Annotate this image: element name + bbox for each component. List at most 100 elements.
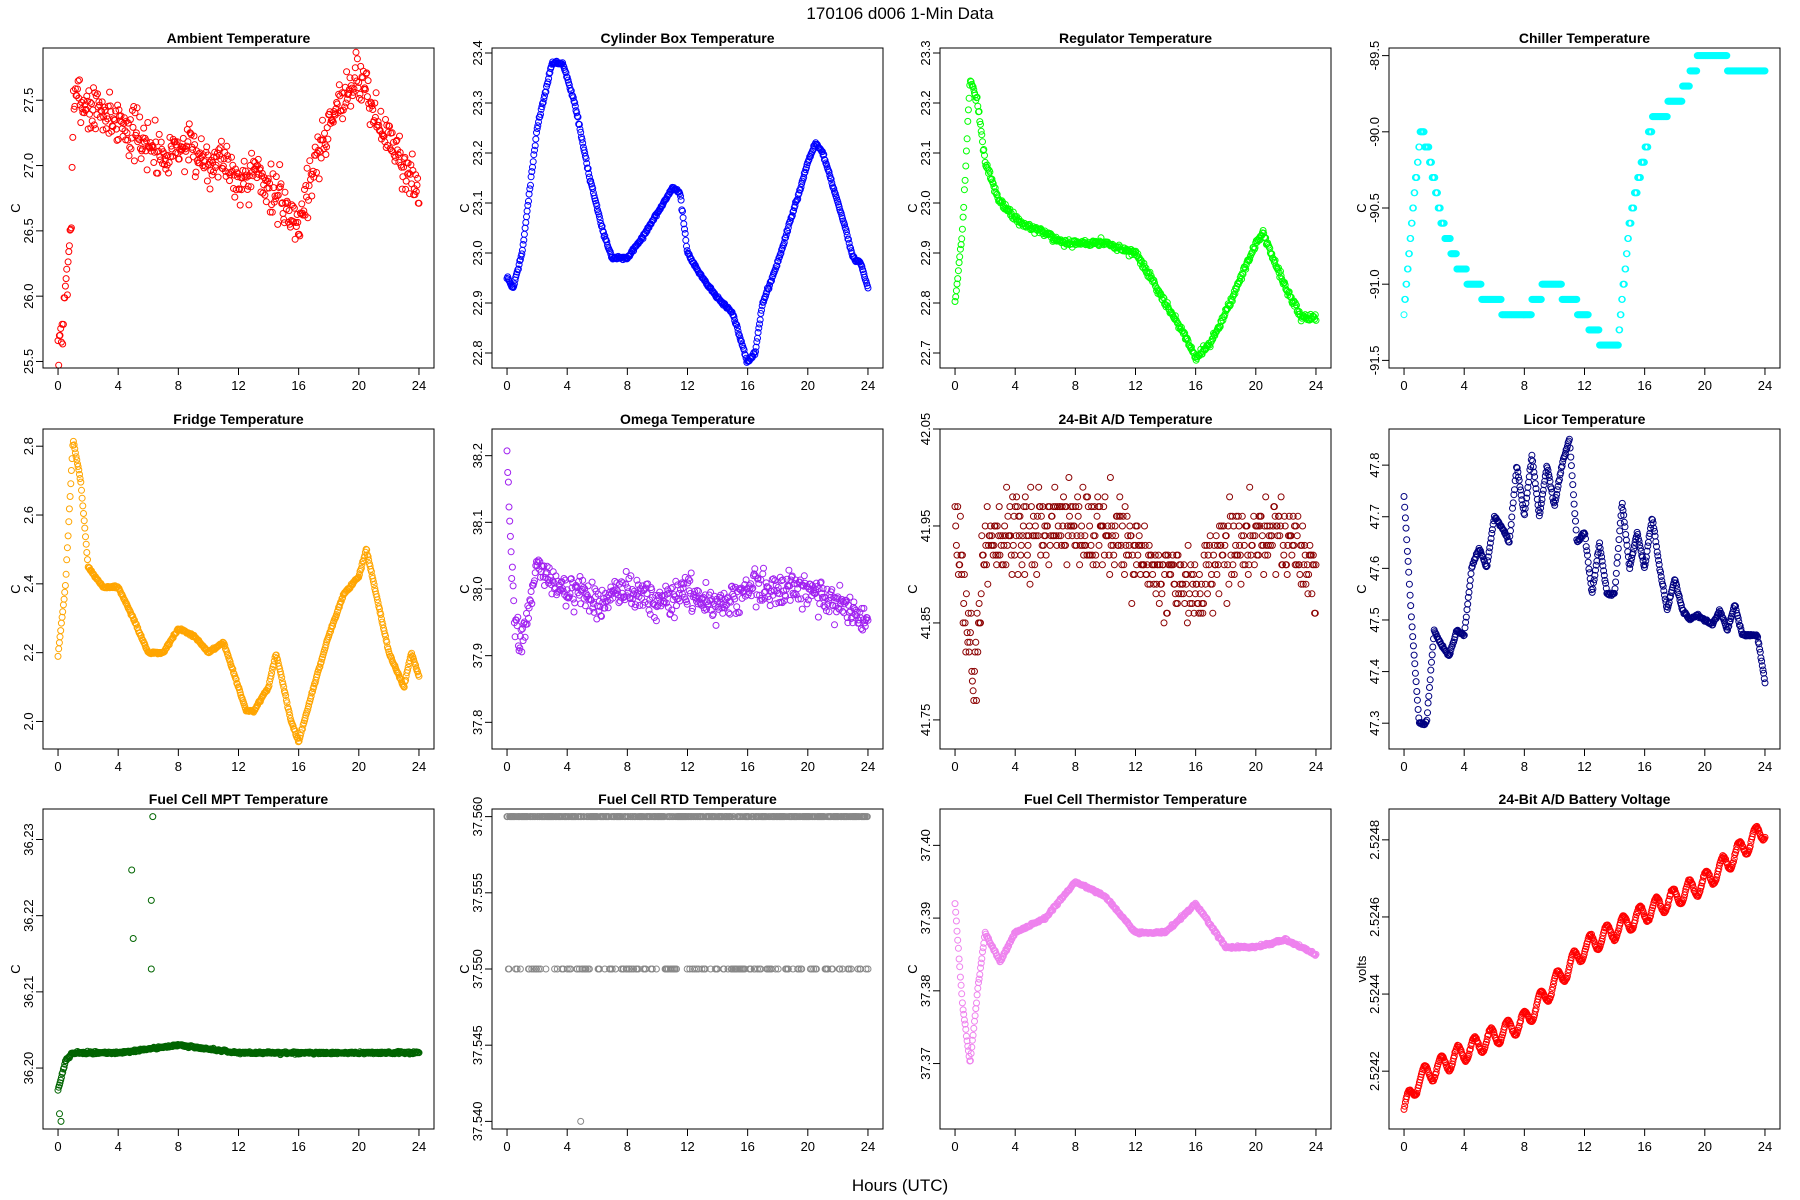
data-point [83, 549, 91, 556]
data-point [544, 78, 552, 86]
x-tick-label: 12 [1128, 759, 1142, 774]
data-point [961, 176, 969, 184]
data-point [57, 619, 65, 627]
y-tick-label: 25.5 [21, 349, 36, 374]
data-point [555, 60, 563, 68]
data-point [355, 79, 363, 86]
y-tick-label: -89.5 [1367, 41, 1382, 71]
data-point [956, 245, 964, 253]
data-point [130, 103, 138, 110]
data-point [367, 98, 375, 106]
data-point [228, 153, 235, 161]
x-tick-label: 16 [291, 759, 305, 774]
data-point [68, 163, 76, 171]
data-point [1280, 551, 1288, 559]
data-point [92, 92, 100, 100]
data-point [1258, 532, 1266, 540]
y-tick-label: 23.2 [470, 140, 485, 165]
x-tick-label: 0 [1400, 759, 1407, 774]
chiller-temperature-x-axis: 0 4 8 12 16 20 24 [1400, 368, 1772, 393]
data-point [408, 150, 416, 158]
data-point [339, 115, 347, 123]
data-point [112, 107, 120, 115]
data-point [962, 162, 970, 170]
data-point [370, 117, 378, 125]
data-point [1093, 512, 1101, 520]
data-point [573, 112, 581, 120]
data-point [1110, 561, 1118, 569]
data-point [976, 118, 984, 126]
y-tick-label: 2.4 [21, 575, 36, 593]
data-point [1230, 291, 1238, 299]
data-point [539, 100, 546, 107]
data-point [1118, 522, 1126, 530]
y-tick-label: 47.6 [1367, 556, 1382, 581]
data-point [828, 179, 836, 187]
data-point [71, 85, 79, 93]
data-point [702, 579, 710, 586]
data-point [1027, 483, 1035, 491]
data-point [959, 213, 967, 221]
data-point [540, 95, 548, 103]
data-point [764, 285, 772, 293]
data-point [505, 503, 513, 511]
licor-temperature-x-axis: 0 4 8 12 16 20 24 [1400, 749, 1772, 774]
data-point [1223, 600, 1231, 607]
data-point [1076, 561, 1084, 569]
data-point [1409, 642, 1417, 650]
data-point [1408, 623, 1416, 631]
data-point [734, 327, 742, 335]
data-point [1025, 522, 1033, 530]
data-point [382, 116, 389, 123]
data-point [313, 169, 320, 176]
data-point [515, 261, 523, 268]
x-tick-label: 4 [564, 378, 571, 393]
data-point [209, 168, 217, 176]
data-point [1429, 643, 1437, 651]
data-point [102, 117, 110, 125]
data-point [284, 199, 292, 207]
data-point [1013, 493, 1021, 501]
data-point [296, 232, 304, 240]
data-point [315, 175, 323, 183]
data-point [800, 572, 808, 580]
data-point [359, 74, 367, 82]
data-point [590, 192, 598, 200]
fridge-temperature-y-axis: 2.02.22.42.62.8 [21, 437, 43, 731]
data-point [1283, 571, 1291, 578]
data-point [979, 138, 986, 146]
data-point [795, 189, 803, 197]
data-point [585, 173, 593, 181]
data-point [266, 208, 274, 216]
data-point [1308, 590, 1316, 598]
x-tick-label: 4 [1461, 378, 1468, 393]
data-point [124, 136, 132, 144]
data-point [978, 532, 986, 540]
data-point [643, 227, 651, 235]
data-point [558, 60, 566, 68]
data-point [120, 114, 128, 122]
data-point [1021, 571, 1029, 578]
data-point [122, 117, 130, 125]
data-point [1098, 561, 1106, 569]
data-point [972, 638, 980, 646]
data-point [262, 198, 270, 206]
data-point [323, 124, 331, 132]
data-point [304, 214, 312, 222]
data-point [802, 164, 810, 171]
data-point [88, 100, 95, 108]
y-tick-label: 42.05 [918, 413, 933, 446]
data-point [559, 59, 567, 67]
data-point [203, 143, 211, 151]
data-point [677, 196, 685, 204]
data-point [712, 621, 720, 629]
data-point [301, 186, 308, 193]
data-point [587, 180, 595, 188]
data-point [90, 84, 97, 92]
data-point [781, 234, 789, 242]
data-point [61, 588, 69, 596]
data-point [864, 284, 872, 292]
y-tick-label: 38.0 [470, 576, 485, 601]
y-tick-label: 47.5 [1367, 607, 1382, 632]
data-point [161, 157, 169, 165]
